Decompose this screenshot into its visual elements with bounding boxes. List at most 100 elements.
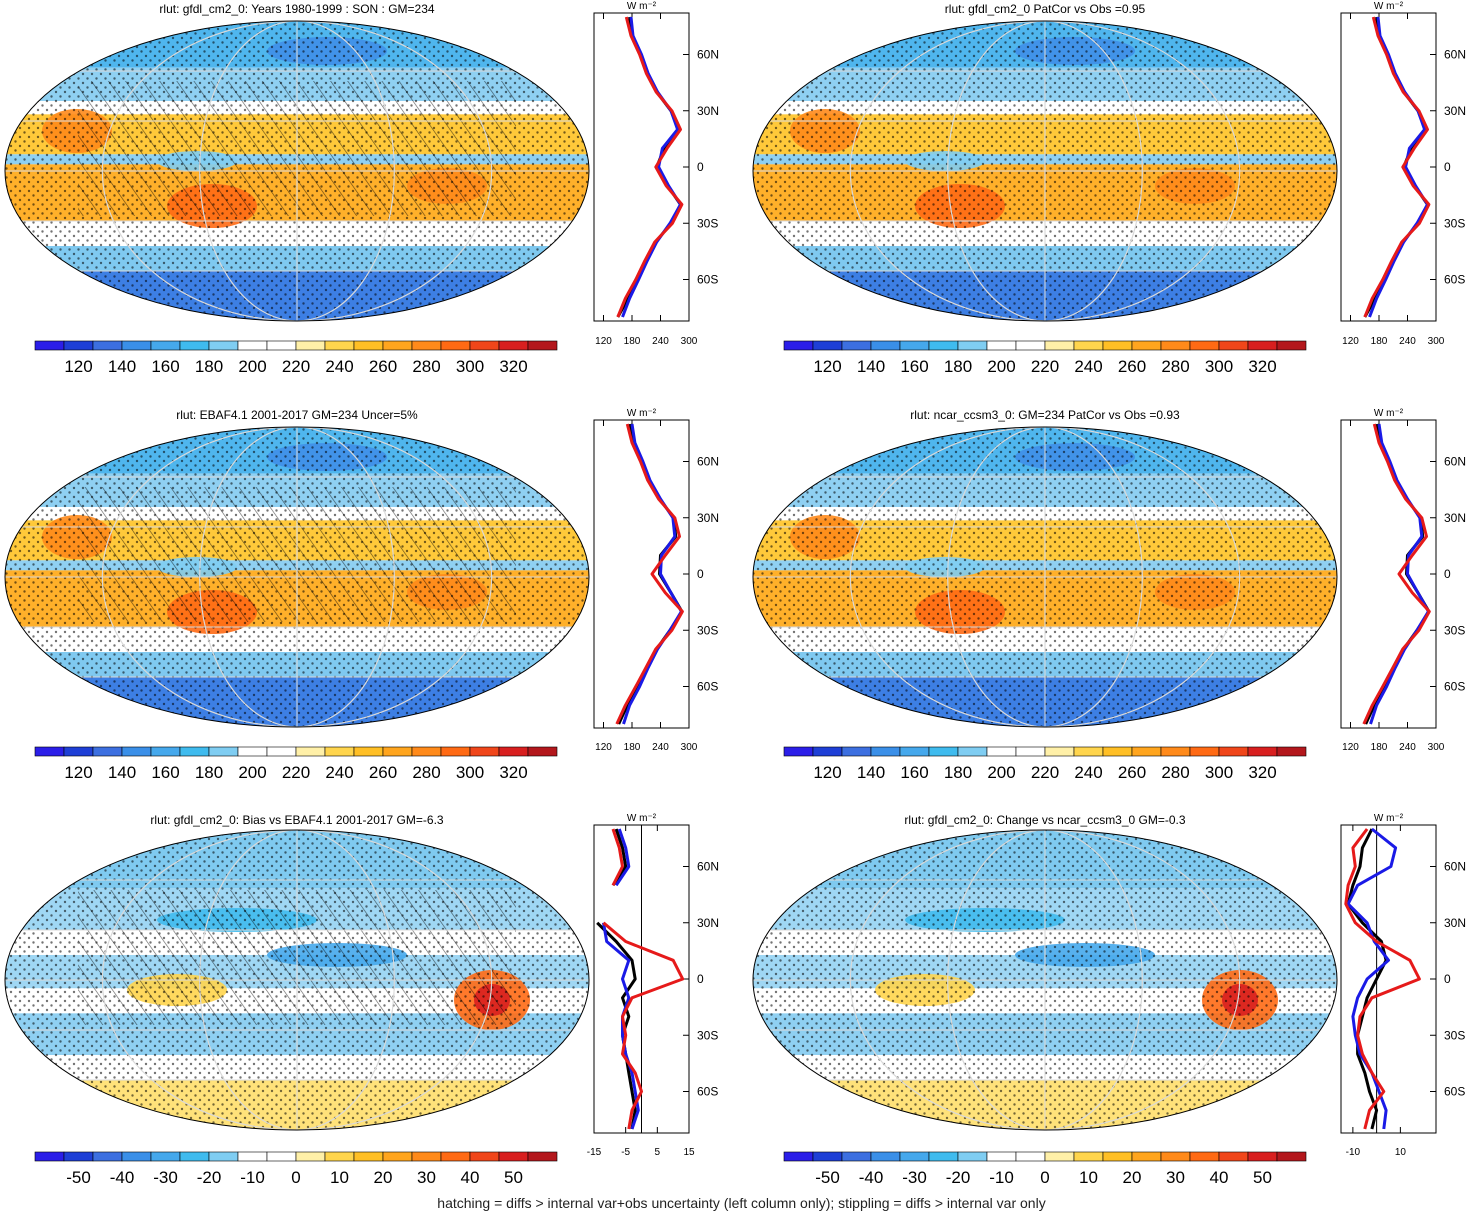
map-frame bbox=[752, 426, 1338, 728]
lat-tick-label: 60N bbox=[1444, 455, 1466, 469]
colorbar-tick-label: -30 bbox=[902, 1168, 927, 1187]
unit-label: W m⁻² bbox=[1374, 813, 1404, 824]
panel-4: rlut: ncar_ccsm3_0: GM=234 PatCor vs Obs… bbox=[752, 408, 1466, 782]
colorbar-swatch bbox=[150, 746, 181, 757]
lat-tick-label: 60S bbox=[1444, 680, 1465, 694]
colorbar-swatch bbox=[1044, 340, 1075, 351]
lat-tick-label: 30S bbox=[697, 216, 718, 230]
panel-2: rlut: gfdl_cm2_0 PatCor vs Obs =0.95 120 1… bbox=[752, 1, 1466, 376]
x-tick-label: 120 bbox=[595, 336, 612, 347]
colorbar-swatch bbox=[498, 340, 529, 351]
colorbar-tick-label: -50 bbox=[815, 1168, 840, 1187]
colorbar-tick-label: 10 bbox=[1079, 1168, 1098, 1187]
colorbar-swatch bbox=[1247, 746, 1278, 757]
colorbar-swatch bbox=[928, 746, 959, 757]
lat-tick-label: 30S bbox=[1444, 216, 1465, 230]
colorbar-swatch bbox=[295, 340, 326, 351]
footnote: hatching = diffs > internal var+obs unce… bbox=[437, 1195, 1046, 1211]
lat-tick-label: 0 bbox=[1444, 567, 1451, 581]
colorbar-swatch bbox=[1131, 1151, 1162, 1162]
colorbar-swatch bbox=[150, 1151, 181, 1162]
lat-tick-label: 30S bbox=[1444, 1028, 1465, 1042]
colorbar-swatch bbox=[324, 1151, 355, 1162]
panel-title: rlut: ncar_ccsm3_0: GM=234 PatCor vs Obs… bbox=[910, 408, 1180, 422]
colorbar-swatch bbox=[957, 746, 988, 757]
colorbar-swatch bbox=[382, 746, 413, 757]
colorbar-swatch bbox=[1015, 746, 1046, 757]
colorbar-tick-label: 280 bbox=[1161, 763, 1189, 782]
lat-tick-label: 0 bbox=[697, 972, 704, 986]
colorbar-swatch bbox=[783, 1151, 814, 1162]
unit-label: W m⁻² bbox=[627, 813, 657, 824]
lat-tick-label: 0 bbox=[1444, 160, 1451, 174]
colorbar-swatch bbox=[63, 340, 94, 351]
colorbar-swatch bbox=[266, 746, 297, 757]
colorbar-swatch bbox=[870, 746, 901, 757]
zonal-series-black bbox=[1346, 828, 1388, 1130]
zonal-mean-inset: W m⁻² 60N 30N 0 30S 60S 120 180 240 300 bbox=[593, 408, 719, 753]
colorbar-tick-label: 280 bbox=[412, 763, 440, 782]
colorbar-swatch bbox=[382, 340, 413, 351]
colorbar-swatch bbox=[1218, 340, 1249, 351]
colorbar-tick-label: 0 bbox=[1040, 1168, 1049, 1187]
x-tick-label: 5 bbox=[655, 1147, 661, 1158]
colorbar-swatch bbox=[783, 340, 814, 351]
lat-tick-label: 30S bbox=[1444, 623, 1465, 637]
lat-tick-label: 0 bbox=[1444, 972, 1451, 986]
lat-tick-label: 30N bbox=[697, 511, 719, 525]
colorbar-swatch bbox=[841, 340, 872, 351]
map-field bbox=[753, 21, 1337, 321]
colorbar-swatch bbox=[237, 340, 268, 351]
panel-5: rlut: gfdl_cm2_0: Bias vs EBAF4.1 2001-2… bbox=[4, 813, 719, 1187]
x-tick-label: 240 bbox=[652, 336, 669, 347]
colorbar-swatch bbox=[63, 746, 94, 757]
lat-tick-label: 0 bbox=[697, 567, 704, 581]
lat-tick-label: 60N bbox=[1444, 860, 1466, 874]
zonal-series-blue bbox=[622, 423, 683, 725]
x-tick-label: 15 bbox=[683, 1147, 695, 1158]
graticule-meridian bbox=[947, 427, 1143, 727]
colorbar-tick-label: 260 bbox=[1118, 357, 1146, 376]
zonal-mean-inset: W m⁻² 60N 30N 0 30S 60S -10 10 bbox=[1340, 813, 1466, 1158]
zonal-series-blue bbox=[621, 16, 682, 318]
colorbar-tick-label: -30 bbox=[153, 1168, 178, 1187]
colorbar-swatch bbox=[1102, 340, 1133, 351]
map-field bbox=[5, 830, 589, 1130]
zonal-mean-inset: W m⁻² 60N 30N 0 30S 60S 120 180 240 300 bbox=[1340, 408, 1466, 753]
lat-tick-label: 60S bbox=[1444, 1085, 1465, 1099]
colorbar-swatch bbox=[1276, 340, 1307, 351]
colorbar-tick-label: 120 bbox=[64, 357, 92, 376]
colorbar-swatch bbox=[1276, 1151, 1307, 1162]
colorbar-swatch bbox=[266, 1151, 297, 1162]
panel-title: rlut: gfdl_cm2_0: Bias vs EBAF4.1 2001-2… bbox=[150, 813, 443, 827]
colorbar-tick-label: 120 bbox=[64, 763, 92, 782]
x-tick-label: 300 bbox=[1428, 336, 1445, 347]
colorbar-swatch bbox=[783, 746, 814, 757]
zonal-series-red bbox=[1363, 16, 1431, 318]
colorbar-swatch bbox=[1044, 746, 1075, 757]
colorbar-tick-label: 220 bbox=[282, 763, 310, 782]
colorbar-swatch bbox=[295, 746, 326, 757]
colorbar-swatch bbox=[1218, 1151, 1249, 1162]
colorbar-tick-label: 140 bbox=[108, 357, 136, 376]
colorbar-tick-label: 140 bbox=[108, 763, 136, 782]
colorbar-swatch bbox=[34, 340, 65, 351]
colorbar-tick-label: 200 bbox=[238, 763, 266, 782]
colorbar-swatch bbox=[1131, 340, 1162, 351]
map-frame bbox=[4, 20, 590, 322]
colorbar-swatch bbox=[527, 746, 558, 757]
lat-tick-label: 60S bbox=[697, 273, 718, 287]
colorbar-swatch bbox=[1160, 746, 1191, 757]
colorbar-swatch bbox=[237, 1151, 268, 1162]
graticule-meridian bbox=[101, 21, 493, 321]
graticule-meridian bbox=[849, 427, 1241, 727]
colorbar-tick-label: 160 bbox=[900, 763, 928, 782]
colorbar-tick-label: 180 bbox=[195, 763, 223, 782]
x-tick-label: 240 bbox=[1399, 336, 1416, 347]
zonal-mean-inset: W m⁻² 60N 30N 0 30S 60S 120 180 240 300 bbox=[593, 1, 719, 347]
colorbar-swatch bbox=[121, 1151, 152, 1162]
colorbar-swatch bbox=[411, 746, 442, 757]
colorbar-swatch bbox=[92, 340, 123, 351]
colorbar-tick-label: 240 bbox=[1074, 763, 1102, 782]
